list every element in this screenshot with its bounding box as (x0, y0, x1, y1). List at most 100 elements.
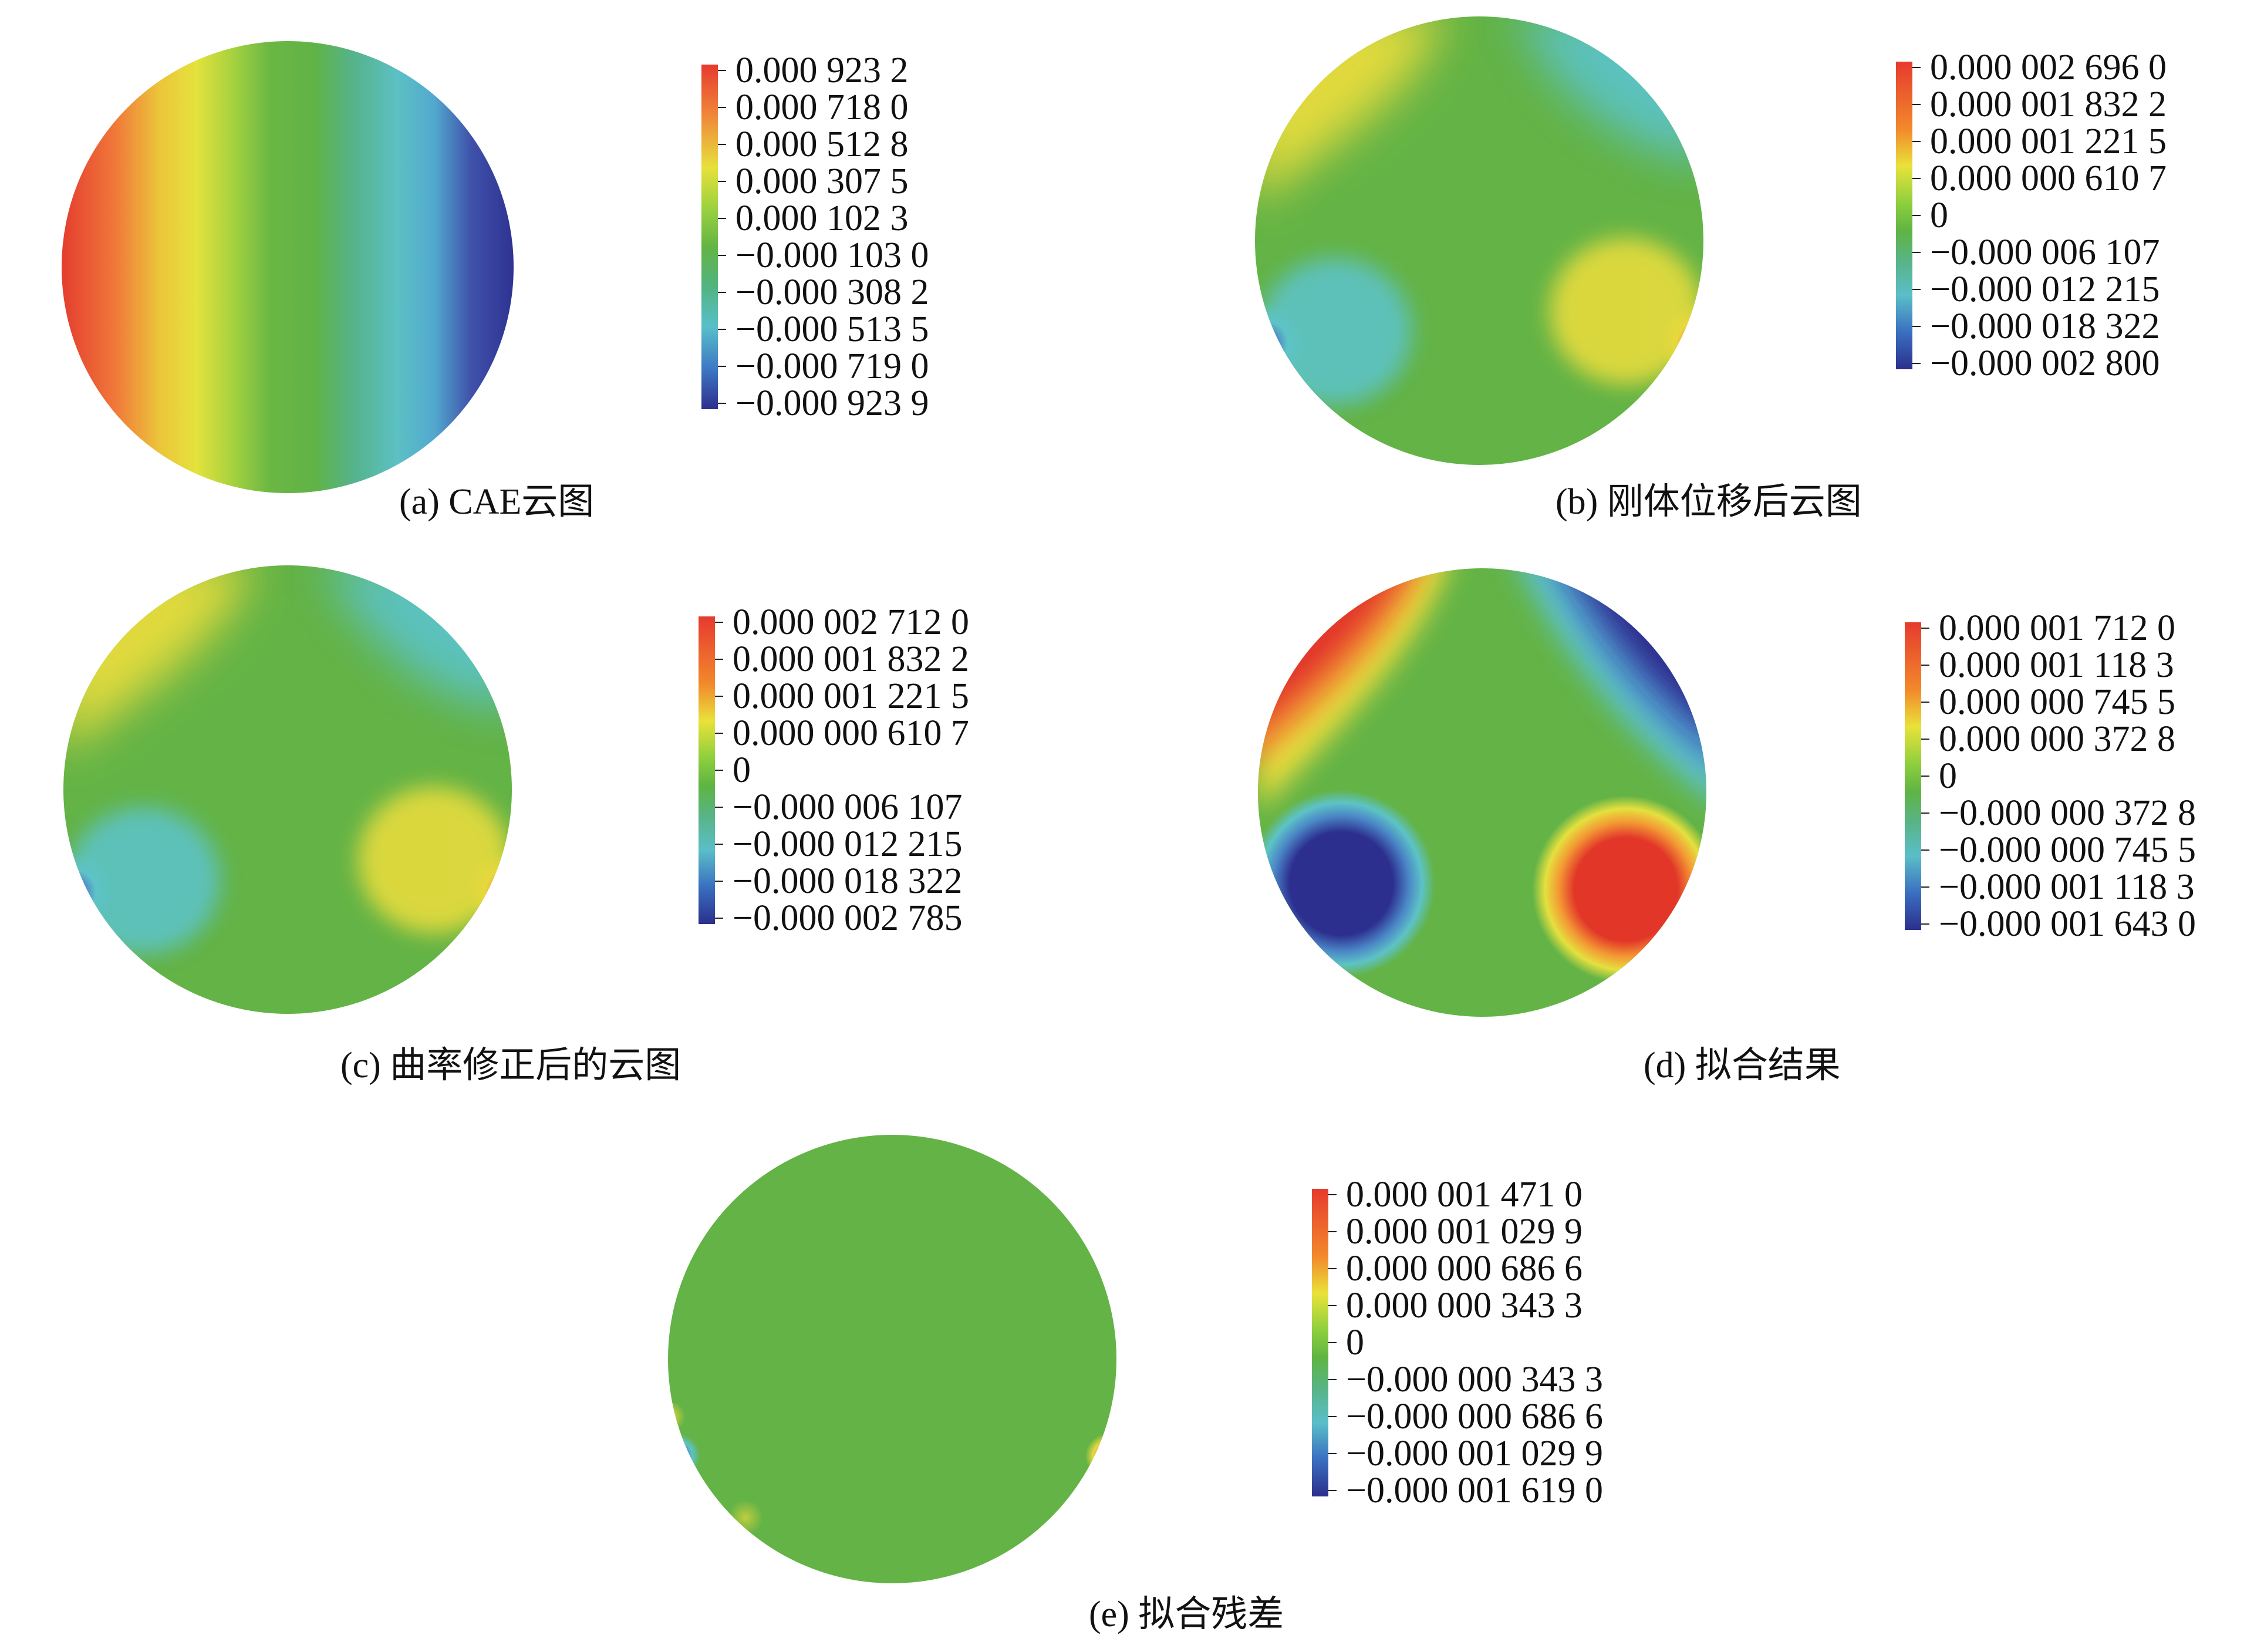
colorbar-tick (715, 659, 723, 660)
colorbar-tick-label: −0.000 002 785 (733, 898, 963, 938)
colorbar-tick (715, 844, 723, 845)
colorbar-tick-label: −0.000 001 118 3 (1939, 867, 2195, 907)
colorbar-gradient (1896, 62, 1912, 369)
colorbar-tick-label: −0.000 001 619 0 (1346, 1471, 1603, 1511)
colorbar-gradient (1312, 1189, 1328, 1496)
caption-d: (d) 拟合结果 (1644, 1046, 1841, 1085)
colorbar-tick (1921, 739, 1929, 740)
colorbar-tick (718, 107, 726, 108)
colorbar-tick-label: −0.000 001 643 0 (1939, 904, 2196, 944)
colorbar-tick-label: 0.000 102 3 (735, 198, 909, 238)
colorbar-tick (1921, 628, 1929, 629)
colorbar-tick (715, 807, 723, 808)
colorbar-tick (1912, 252, 1921, 253)
colorbar-tick (1328, 1379, 1337, 1380)
colorbar-tick (1912, 141, 1921, 142)
colorbar-tick (1921, 776, 1929, 777)
colorbar-tick-label: 0.000 000 686 6 (1346, 1249, 1583, 1289)
colorbar-tick (715, 881, 723, 882)
colorbar-tick-label: 0.000 001 712 0 (1939, 608, 2175, 648)
colorbar-tick-label: −0.000 308 2 (735, 272, 929, 312)
colorbar-tick-label: −0.000 012 215 (1930, 269, 2160, 309)
colorbar-tick (1328, 1231, 1337, 1232)
colorbar-tick-label: 0.000 718 0 (735, 87, 909, 127)
caption-a: (a) CAE云图 (399, 482, 595, 522)
colorbar-tick (718, 181, 726, 182)
colorbar-tick-label: 0.000 000 372 8 (1939, 719, 2175, 759)
colorbar-tick (718, 366, 726, 367)
colorbar-tick (1912, 178, 1921, 179)
colorbar-tick (1912, 326, 1921, 327)
colorbar-tick-label: 0 (1930, 195, 1948, 235)
colorbar-tick (1912, 363, 1921, 364)
contour-disc-d (1258, 568, 1706, 1017)
colorbar-tick (718, 144, 726, 145)
colorbar-tick (718, 218, 726, 219)
colorbar-tick-label: 0.000 000 610 7 (1930, 159, 2167, 198)
colorbar-tick-label: 0 (1939, 756, 1957, 796)
colorbar-tick-label: 0.000 001 471 0 (1346, 1175, 1583, 1215)
colorbar-tick (718, 403, 726, 404)
colorbar-tick-label: −0.000 006 107 (733, 787, 963, 827)
contour-disc-b (1255, 16, 1703, 465)
colorbar-tick-label: −0.000 006 107 (1930, 232, 2160, 272)
colorbar-tick (715, 918, 723, 919)
colorbar-tick-label: 0.000 001 221 5 (1930, 122, 2167, 161)
colorbar-tick-label: 0.000 001 029 9 (1346, 1212, 1583, 1252)
colorbar-tick (1328, 1453, 1337, 1454)
colorbar-tick (715, 622, 723, 623)
colorbar-tick-label: −0.000 000 343 3 (1346, 1360, 1603, 1400)
colorbar-tick (715, 770, 723, 771)
colorbar-gradient (701, 65, 718, 409)
colorbar-tick (1912, 289, 1921, 290)
colorbar-tick (718, 292, 726, 293)
colorbar-tick-label: 0.000 002 712 0 (733, 602, 969, 642)
colorbar-tick (1328, 1342, 1337, 1343)
colorbar-tick-label: −0.000 018 322 (733, 861, 963, 901)
contour-disc-c (63, 565, 512, 1014)
colorbar-tick (718, 255, 726, 256)
colorbar-tick-label: −0.000 000 372 8 (1939, 793, 2196, 833)
colorbar-tick-label: 0.000 000 610 7 (733, 713, 969, 753)
colorbar-tick (715, 696, 723, 697)
colorbar-tick (1912, 104, 1921, 105)
colorbar-tick-label: −0.000 923 9 (735, 383, 929, 423)
colorbar-tick-label: −0.000 103 0 (735, 235, 929, 275)
colorbar-tick-label: −0.000 012 215 (733, 824, 963, 864)
colorbar-tick-label: −0.000 018 322 (1930, 306, 2160, 346)
colorbar-tick-label: 0.000 000 343 3 (1346, 1286, 1583, 1326)
colorbar-tick-label: 0.000 000 745 5 (1939, 682, 2175, 722)
colorbar-tick (1328, 1416, 1337, 1417)
colorbar-tick-label: −0.000 719 0 (735, 346, 929, 386)
colorbar-tick-label: 0.000 001 832 2 (733, 639, 969, 679)
colorbar-tick (1921, 812, 1929, 814)
colorbar-tick (1328, 1268, 1337, 1269)
colorbar-tick-label: −0.000 513 5 (735, 309, 929, 349)
colorbar-tick-label: −0.000 000 745 5 (1939, 830, 2196, 870)
contour-disc-e (668, 1135, 1116, 1583)
caption-e: (e) 拟合残差 (1089, 1594, 1284, 1634)
colorbar-tick (1921, 702, 1929, 703)
colorbar-tick (715, 733, 723, 734)
colorbar-tick (718, 329, 726, 330)
colorbar-tick (1921, 886, 1929, 888)
colorbar-tick (1912, 67, 1921, 68)
colorbar-tick-label: 0.000 001 832 2 (1930, 85, 2167, 124)
colorbar-tick (1328, 1305, 1337, 1306)
colorbar-tick-label: 0 (733, 750, 751, 790)
colorbar-tick (1328, 1194, 1337, 1195)
colorbar-tick (1912, 215, 1921, 216)
colorbar-gradient (699, 616, 715, 924)
colorbar-tick (1921, 849, 1929, 851)
colorbar-tick-label: −0.000 000 686 6 (1346, 1397, 1603, 1437)
colorbar-tick (1328, 1490, 1337, 1491)
colorbar-tick-label: 0.000 923 2 (735, 50, 909, 90)
colorbar-tick-label: 0.000 512 8 (735, 124, 909, 164)
colorbar-tick-label: −0.000 001 029 9 (1346, 1434, 1603, 1474)
contour-disc-a (62, 41, 514, 493)
colorbar-tick (1921, 923, 1929, 925)
colorbar-tick (1921, 665, 1929, 666)
colorbar-tick-label: 0.000 001 221 5 (733, 676, 969, 716)
colorbar-tick-label: 0.000 307 5 (735, 161, 909, 201)
colorbar-tick-label: 0.000 002 696 0 (1930, 48, 2167, 87)
